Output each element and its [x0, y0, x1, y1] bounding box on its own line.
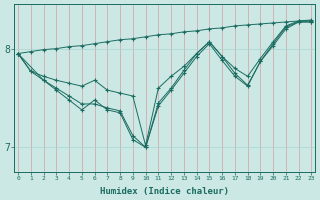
X-axis label: Humidex (Indice chaleur): Humidex (Indice chaleur) [100, 187, 229, 196]
